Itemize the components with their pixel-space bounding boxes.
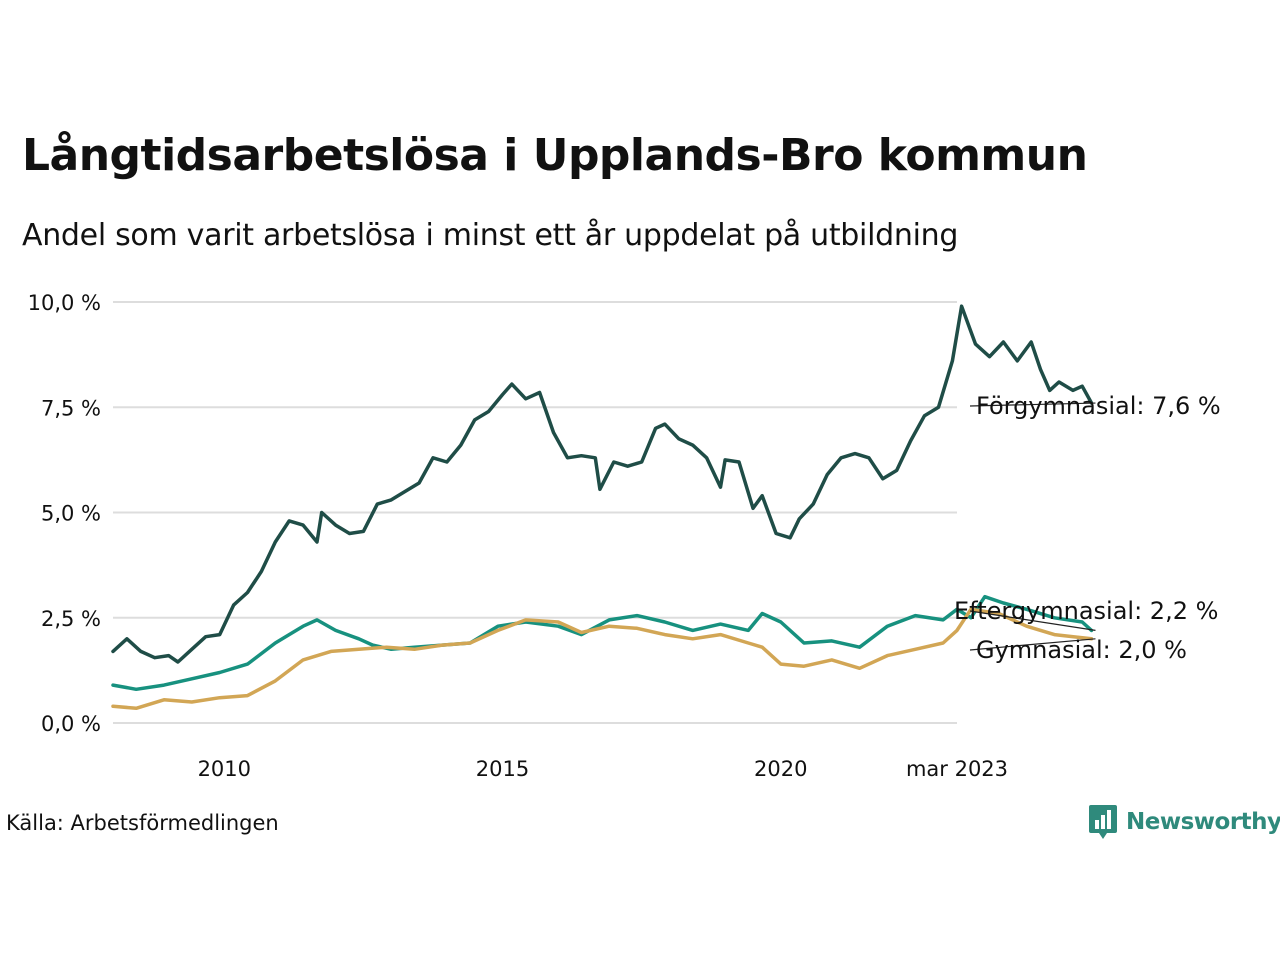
series-line-gymnasial [111, 607, 1094, 711]
x-tick-label: mar 2023 [906, 757, 1008, 781]
chart-title: Långtidsarbetslösa i Upplands-Bro kommun [22, 130, 1088, 181]
series-line-forgymnasial [111, 304, 1094, 664]
label-leader-line [969, 402, 1096, 407]
x-tick-label: 2015 [476, 757, 529, 781]
series-line-eftergymnasial [111, 594, 1094, 692]
series-end-label-eftergymnasial: Eftergymnasial: 2,2 % [954, 597, 1218, 625]
series-end-label-gymnasial: Gymnasial: 2,0 % [976, 636, 1187, 664]
y-tick-label: 2,5 % [41, 607, 101, 631]
series-lines [111, 304, 1094, 711]
bar-chart-speech-bubble-icon [1089, 805, 1117, 839]
y-tick-label: 7,5 % [41, 396, 101, 420]
x-tick-label: 2010 [198, 757, 251, 781]
brand-name: Newsworthy [1126, 809, 1280, 835]
x-axis-ticks: 2010 2015 2020 mar 2023 [198, 757, 1008, 781]
y-tick-label: 0,0 % [41, 712, 101, 736]
series-end-label-forgymnasial: Förgymnasial: 7,6 % [976, 392, 1221, 420]
label-leader-line [969, 638, 1096, 651]
source-note: Källa: Arbetsförmedlingen [6, 811, 279, 835]
y-axis-ticks: 0,0 % 2,5 % 5,0 % 7,5 % 10,0 % [28, 291, 101, 736]
series-end-labels: Förgymnasial: 7,6 % Eftergymnasial: 2,2 %… [954, 392, 1221, 664]
x-tick-label: 2020 [754, 757, 807, 781]
chart-subtitle: Andel som varit arbetslösa i minst ett å… [22, 218, 959, 253]
label-leader-line [969, 610, 1096, 631]
gridlines [113, 301, 957, 724]
newsworthy-logo: Newsworthy [1088, 802, 1280, 842]
y-tick-label: 10,0 % [28, 291, 101, 315]
y-tick-label: 5,0 % [41, 502, 101, 526]
